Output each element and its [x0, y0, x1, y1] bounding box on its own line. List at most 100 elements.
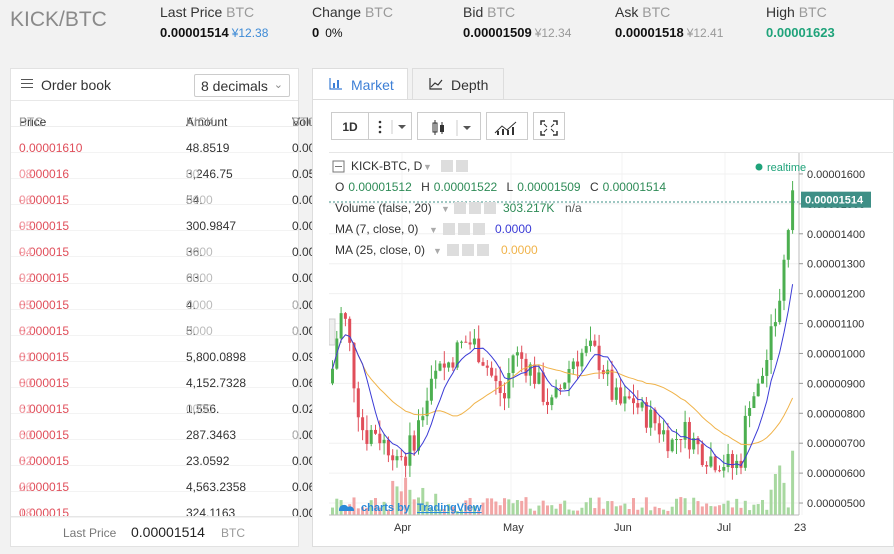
volume-bar — [356, 508, 360, 515]
high-stat: High BTC 0.00001623 — [766, 4, 835, 40]
ask-fiat: ¥12.41 — [686, 26, 724, 40]
volume-bar — [713, 506, 717, 515]
volume-bar — [533, 510, 537, 515]
volume-bar — [429, 507, 433, 515]
svg-text:▼: ▼ — [441, 204, 450, 214]
price-tick-label: 0.00001300 — [807, 259, 865, 271]
candle — [520, 352, 524, 359]
candle — [683, 421, 687, 440]
tab-market-label: Market — [351, 77, 394, 93]
candle — [472, 338, 476, 345]
candle — [369, 429, 373, 444]
candle — [700, 444, 704, 466]
candle — [778, 300, 782, 323]
price-chart-svg[interactable]: 0.000016000.000015000.000014000.00001300… — [328, 153, 894, 549]
volume-bar — [472, 505, 476, 515]
candle — [421, 416, 425, 421]
realtime-dot-icon — [755, 163, 763, 171]
tradingview-branding[interactable]: charts by TradingView — [339, 502, 482, 514]
candle — [782, 259, 786, 301]
volume-bar — [636, 509, 640, 515]
volume-bar — [438, 509, 442, 515]
menu-icon[interactable] — [21, 79, 33, 90]
fullscreen-icon — [540, 120, 558, 136]
volume-bar — [761, 499, 764, 515]
chart-style-button[interactable] — [417, 112, 481, 140]
volume-bar — [554, 508, 558, 515]
candle — [395, 456, 399, 461]
indicators-button[interactable] — [486, 112, 528, 140]
decimals-select[interactable]: 8 decimals ⌄ — [194, 74, 290, 97]
candle — [735, 460, 739, 469]
candle — [447, 362, 451, 368]
volume-bar — [382, 501, 386, 515]
legend-symbol: KICK-BTC, D — [351, 159, 423, 173]
price-tick-label: 0.00000700 — [807, 438, 865, 450]
volume-bar — [614, 506, 618, 515]
candle — [752, 396, 756, 409]
last-price-tag — [801, 191, 871, 208]
svg-text:charts by: charts by — [361, 502, 411, 514]
tab-market[interactable]: Market — [312, 68, 408, 100]
side-toolbar-toggle[interactable] — [328, 318, 336, 346]
price-tick-label: 0.00001200 — [807, 289, 865, 301]
volume-settings-icons — [454, 202, 496, 214]
candle — [507, 372, 511, 399]
bid-stat: Bid BTC 0.00001509 ¥12.34 — [463, 4, 571, 40]
order-book-rows: 0.0000161048.85190.000786510.000016083,2… — [11, 127, 355, 520]
volume-bar — [675, 498, 678, 515]
interval-button[interactable]: 1D — [331, 112, 369, 140]
footer-label: Last Price — [63, 526, 117, 540]
candle — [331, 368, 334, 384]
price-tick-label: 0.00000800 — [807, 408, 865, 420]
market-header: KICK/BTC Last Price BTC 0.00001514 ¥12.38… — [0, 0, 894, 58]
volume-bar — [666, 510, 670, 515]
candle — [490, 367, 494, 376]
tab-depth[interactable]: Depth — [412, 68, 504, 100]
candle — [687, 421, 691, 450]
fullscreen-button[interactable] — [533, 112, 565, 140]
volume-bar — [683, 498, 687, 515]
order-book-panel: Order book 8 decimals ⌄ Price BTC Amount… — [10, 68, 355, 547]
ma25-settings-icons — [447, 244, 489, 256]
volume-bar — [391, 480, 395, 515]
volume-bar — [726, 500, 730, 515]
volume-bar — [541, 500, 545, 515]
candle — [786, 230, 790, 260]
candle — [339, 313, 343, 339]
candle — [756, 383, 760, 397]
candle — [550, 397, 554, 406]
interval-menu-button[interactable] — [368, 112, 412, 140]
price-chart[interactable]: 0.000016000.000015000.000014000.00001300… — [328, 152, 894, 549]
volume-bar — [692, 497, 696, 515]
candle — [503, 393, 506, 399]
volume-bar — [395, 486, 399, 515]
candle — [460, 341, 463, 343]
candle — [730, 453, 734, 469]
ask-label: Ask — [615, 4, 639, 20]
candle — [554, 388, 558, 398]
time-tick-label: May — [503, 522, 524, 534]
volume-bars — [331, 450, 795, 515]
candle — [412, 435, 416, 451]
volume-bar — [597, 497, 601, 515]
volume-bar — [460, 509, 463, 515]
candle — [679, 439, 683, 441]
candle — [705, 465, 709, 467]
volume-bar — [515, 500, 519, 515]
